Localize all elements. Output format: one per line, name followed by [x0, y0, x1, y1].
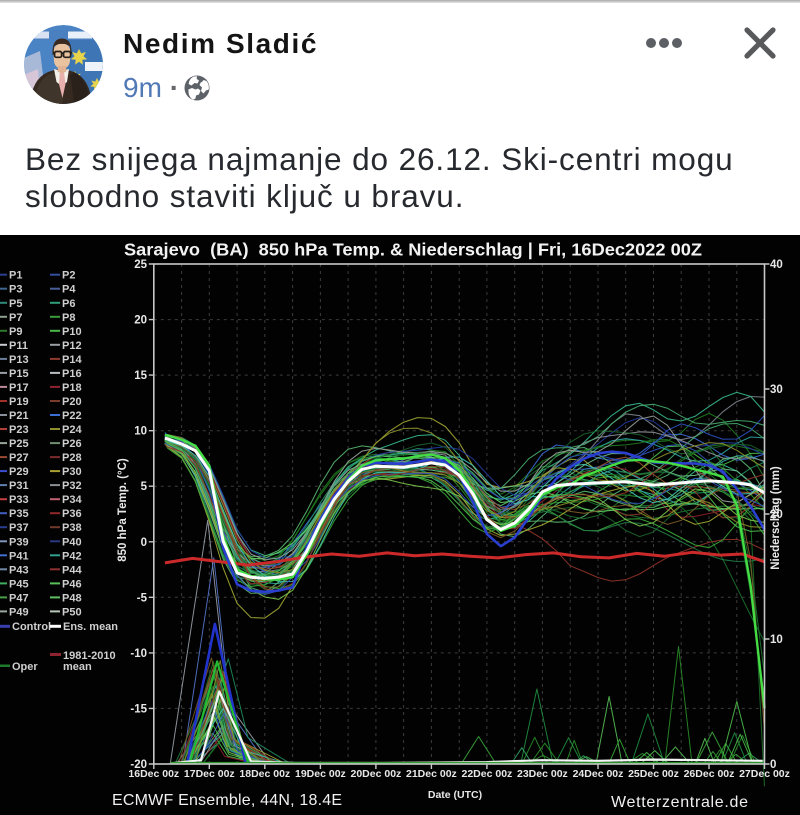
svg-text:P47: P47: [9, 592, 29, 604]
svg-text:-10: -10: [130, 648, 147, 660]
svg-text:P30: P30: [62, 466, 82, 478]
svg-text:-20: -20: [130, 759, 147, 771]
svg-text:15: 15: [134, 370, 147, 382]
svg-text:P43: P43: [9, 564, 29, 576]
svg-text:22Dec 00z: 22Dec 00z: [462, 768, 513, 780]
svg-text:P4: P4: [62, 284, 76, 296]
svg-text:Date (UTC): Date (UTC): [428, 789, 482, 801]
svg-text:Sarajevo (BA) 850 hPa Temp.: Sarajevo (BA) 850 hPa Temp. & Niederschl…: [124, 240, 702, 260]
svg-text:21Dec 00z: 21Dec 00z: [406, 768, 457, 780]
svg-text:19Dec 00z: 19Dec 00z: [295, 768, 346, 780]
svg-text:P42: P42: [62, 550, 82, 562]
svg-text:20: 20: [770, 509, 783, 521]
svg-text:P21: P21: [9, 410, 29, 422]
svg-text:P26: P26: [62, 438, 82, 450]
svg-text:30: 30: [770, 384, 783, 396]
svg-text:P44: P44: [62, 564, 82, 576]
svg-text:P12: P12: [62, 340, 82, 352]
svg-text:P49: P49: [9, 606, 29, 618]
svg-text:P27: P27: [9, 452, 29, 464]
svg-text:P17: P17: [9, 382, 29, 394]
svg-text:P31: P31: [9, 480, 29, 492]
svg-text:P20: P20: [62, 396, 82, 408]
svg-text:P19: P19: [9, 396, 29, 408]
svg-text:P48: P48: [62, 592, 82, 604]
svg-text:27Dec 00z: 27Dec 00z: [739, 768, 790, 780]
svg-text:P5: P5: [9, 298, 22, 310]
svg-text:P1: P1: [9, 270, 22, 282]
svg-text:P46: P46: [62, 578, 82, 590]
svg-text:850 hPa Temp. (°C): 850 hPa Temp. (°C): [117, 458, 129, 562]
svg-text:P24: P24: [62, 424, 82, 436]
svg-text:25Dec 00z: 25Dec 00z: [628, 768, 679, 780]
svg-text:24Dec 00z: 24Dec 00z: [573, 768, 624, 780]
svg-text:Oper: Oper: [12, 661, 38, 673]
svg-text:40: 40: [770, 259, 783, 271]
svg-text:P7: P7: [9, 312, 22, 324]
svg-text:Ens. mean: Ens. mean: [63, 621, 118, 633]
svg-text:P15: P15: [9, 368, 29, 380]
svg-text:P40: P40: [62, 536, 82, 548]
svg-text:P11: P11: [9, 340, 28, 352]
svg-text:P25: P25: [9, 438, 29, 450]
svg-text:P9: P9: [9, 326, 22, 338]
svg-text:1981-2010: 1981-2010: [63, 650, 116, 662]
svg-text:0: 0: [770, 759, 776, 771]
svg-text:P32: P32: [62, 480, 82, 492]
svg-text:P36: P36: [62, 508, 82, 520]
svg-text:23Dec 00z: 23Dec 00z: [517, 768, 568, 780]
svg-text:P35: P35: [9, 508, 29, 520]
svg-text:P29: P29: [9, 466, 29, 478]
svg-text:Niederschlag (mm): Niederschlag (mm): [770, 466, 782, 570]
svg-text:P18: P18: [62, 382, 82, 394]
svg-text:P28: P28: [62, 452, 82, 464]
svg-text:26Dec 00z: 26Dec 00z: [684, 768, 735, 780]
svg-text:P6: P6: [62, 298, 75, 310]
svg-text:P13: P13: [9, 354, 29, 366]
svg-text:mean: mean: [63, 661, 92, 673]
svg-text:25: 25: [134, 259, 147, 271]
svg-text:20Dec 00z: 20Dec 00z: [351, 768, 402, 780]
svg-text:Control: Control: [12, 621, 51, 633]
svg-text:17Dec 00z: 17Dec 00z: [184, 768, 235, 780]
svg-text:P33: P33: [9, 494, 29, 506]
svg-text:P50: P50: [62, 606, 82, 618]
svg-text:18Dec 00z: 18Dec 00z: [239, 768, 290, 780]
svg-text:P23: P23: [9, 424, 29, 436]
svg-text:P8: P8: [62, 312, 75, 324]
svg-text:P39: P39: [9, 536, 29, 548]
svg-text:Wetterzentrale.de: Wetterzentrale.de: [611, 794, 748, 811]
svg-text:P22: P22: [62, 410, 82, 422]
svg-text:P45: P45: [9, 578, 29, 590]
svg-text:5: 5: [141, 481, 148, 493]
svg-text:10: 10: [134, 426, 147, 438]
svg-text:P10: P10: [62, 326, 82, 338]
svg-text:P38: P38: [62, 522, 82, 534]
svg-text:P37: P37: [9, 522, 29, 534]
svg-text:P34: P34: [62, 494, 82, 506]
svg-text:ECMWF Ensemble, 44N, 18.4E: ECMWF Ensemble, 44N, 18.4E: [112, 792, 342, 809]
svg-text:P16: P16: [62, 368, 82, 380]
svg-text:16Dec 00z: 16Dec 00z: [128, 768, 179, 780]
svg-text:10: 10: [770, 634, 783, 646]
svg-text:-5: -5: [137, 592, 148, 604]
svg-text:P14: P14: [62, 354, 82, 366]
svg-text:20: 20: [134, 315, 147, 327]
svg-text:-15: -15: [130, 703, 147, 715]
svg-text:0: 0: [141, 537, 147, 549]
svg-text:P2: P2: [62, 270, 75, 282]
svg-text:P3: P3: [9, 284, 22, 296]
svg-text:P41: P41: [9, 550, 29, 562]
